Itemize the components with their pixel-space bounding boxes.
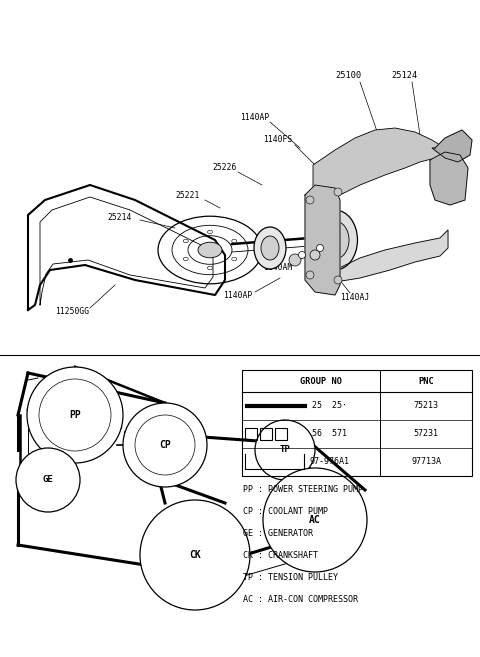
Text: 75213: 75213 — [413, 401, 439, 411]
Text: 97-976A1: 97-976A1 — [309, 457, 349, 466]
Text: CK : CRANKSHAFT: CK : CRANKSHAFT — [243, 551, 318, 560]
Text: 25100: 25100 — [335, 70, 361, 79]
Polygon shape — [430, 152, 468, 205]
Text: 97713A: 97713A — [411, 457, 441, 466]
Text: TP: TP — [280, 445, 290, 455]
Circle shape — [310, 250, 320, 260]
Ellipse shape — [183, 239, 188, 242]
Text: 25  25·: 25 25· — [312, 401, 347, 411]
Text: 1140AM: 1140AM — [264, 263, 293, 273]
Text: 1140FS: 1140FS — [264, 135, 293, 145]
Text: AC : AIR-CON COMPRESSOR: AC : AIR-CON COMPRESSOR — [243, 595, 358, 604]
Polygon shape — [335, 230, 448, 282]
Text: 56  571: 56 571 — [312, 430, 347, 438]
Circle shape — [289, 254, 301, 266]
Text: 25124: 25124 — [392, 70, 418, 79]
Bar — [275, 428, 287, 440]
Text: 57231: 57231 — [413, 430, 439, 438]
Text: 25221: 25221 — [176, 191, 200, 200]
Ellipse shape — [312, 210, 358, 270]
Text: PP : POWER STEERING PUMP: PP : POWER STEERING PUMP — [243, 486, 363, 495]
Text: TP : TENSION PULLEY: TP : TENSION PULLEY — [243, 574, 338, 583]
Polygon shape — [305, 185, 340, 295]
Circle shape — [334, 276, 342, 284]
Circle shape — [334, 188, 342, 196]
Ellipse shape — [232, 258, 237, 261]
Circle shape — [140, 500, 250, 610]
Ellipse shape — [232, 239, 237, 242]
Bar — [245, 428, 257, 440]
Ellipse shape — [198, 242, 222, 258]
Bar — [260, 428, 272, 440]
Text: PP: PP — [69, 410, 81, 420]
Text: GE: GE — [43, 476, 53, 484]
Circle shape — [306, 196, 314, 204]
Ellipse shape — [261, 236, 279, 260]
Circle shape — [299, 252, 305, 258]
Circle shape — [263, 468, 367, 572]
Text: PNC: PNC — [418, 376, 434, 386]
Text: GE : GENERATOR: GE : GENERATOR — [243, 530, 313, 539]
Circle shape — [316, 244, 324, 252]
Text: 11250GG: 11250GG — [55, 307, 89, 317]
Circle shape — [123, 403, 207, 487]
Polygon shape — [432, 130, 472, 162]
Text: 25226: 25226 — [213, 164, 237, 173]
Circle shape — [306, 271, 314, 279]
Circle shape — [27, 367, 123, 463]
Text: CK: CK — [189, 550, 201, 560]
Ellipse shape — [321, 221, 349, 259]
Polygon shape — [313, 128, 445, 215]
Text: CP: CP — [159, 440, 171, 450]
Circle shape — [16, 448, 80, 512]
Ellipse shape — [207, 230, 213, 234]
Bar — [242, 370, 472, 476]
Ellipse shape — [207, 266, 213, 270]
Ellipse shape — [183, 258, 188, 261]
Text: AC: AC — [309, 515, 321, 525]
Text: 25214: 25214 — [108, 214, 132, 223]
Ellipse shape — [254, 227, 286, 269]
Text: CP : COOLANT PUMP: CP : COOLANT PUMP — [243, 507, 328, 516]
Text: 1140AP: 1140AP — [240, 114, 270, 122]
Text: GROUP NO: GROUP NO — [300, 376, 342, 386]
Text: 1140AP: 1140AP — [223, 290, 252, 300]
Text: 1140AJ: 1140AJ — [340, 294, 370, 302]
Circle shape — [255, 420, 315, 480]
